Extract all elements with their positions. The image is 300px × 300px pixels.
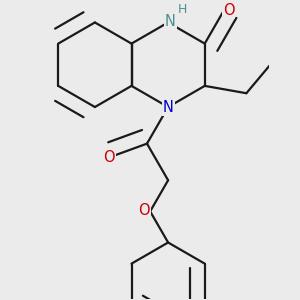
Text: O: O xyxy=(103,150,115,165)
Text: H: H xyxy=(178,3,187,16)
Text: N: N xyxy=(163,100,174,115)
Text: O: O xyxy=(139,202,150,217)
Text: O: O xyxy=(223,3,234,18)
Text: N: N xyxy=(165,14,176,29)
